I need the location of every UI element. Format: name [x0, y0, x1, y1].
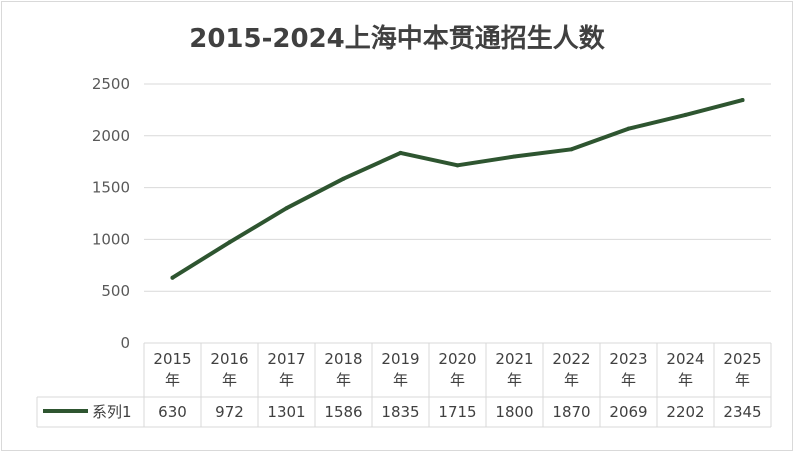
x-tick-label: 2025 [723, 350, 761, 368]
data-point [740, 98, 745, 103]
data-point [170, 275, 175, 280]
y-tick-label: 2500 [92, 75, 130, 93]
data-point [398, 150, 403, 155]
data-point [227, 240, 232, 245]
x-tick-label: 年 [450, 371, 465, 389]
table-value: 1870 [552, 403, 590, 421]
table-value: 2202 [666, 403, 704, 421]
data-point [284, 206, 289, 211]
data-point [341, 176, 346, 181]
x-tick-label: 2023 [609, 350, 647, 368]
x-tick-label: 2015 [153, 350, 191, 368]
table-value: 1301 [267, 403, 305, 421]
data-point [626, 126, 631, 131]
data-table: 2015 年 2016 年 2017 年 2018 年 2019 年 2020 年 2021 年 2022 年… [36, 343, 772, 428]
series-line [170, 98, 745, 280]
x-tick-label: 年 [564, 371, 579, 389]
x-tick-label: 年 [279, 371, 294, 389]
table-value: 1800 [495, 403, 533, 421]
table-value: 2069 [609, 403, 647, 421]
x-tick-label: 年 [678, 371, 693, 389]
legend-label: 系列1 [92, 403, 132, 421]
x-tick-label: 2020 [438, 350, 476, 368]
table-value: 972 [215, 403, 244, 421]
table-value: 1586 [324, 403, 362, 421]
data-point [455, 163, 460, 168]
x-tick-label: 2016 [210, 350, 248, 368]
x-tick-label: 2024 [666, 350, 704, 368]
gridlines [144, 83, 771, 344]
y-tick-label: 2000 [92, 127, 130, 145]
x-tick-label: 年 [621, 371, 636, 389]
x-tick-label: 年 [507, 371, 522, 389]
x-tick-label: 年 [336, 371, 351, 389]
x-tick-label: 年 [165, 371, 180, 389]
table-value: 2345 [723, 403, 761, 421]
chart-title: 2015-2024上海中本贯通招生人数 [189, 24, 605, 54]
y-tick-label: 500 [101, 282, 130, 300]
x-tick-label: 2017 [267, 350, 305, 368]
y-tick-label: 1500 [92, 179, 130, 197]
table-value: 1715 [438, 403, 476, 421]
x-tick-label: 年 [222, 371, 237, 389]
x-tick-label: 2021 [495, 350, 533, 368]
x-tick-label: 2022 [552, 350, 590, 368]
x-tick-label: 年 [393, 371, 408, 389]
y-axis: 0 500 1000 1500 2000 2500 [92, 75, 130, 352]
x-tick-label: 2018 [324, 350, 362, 368]
data-point [569, 147, 574, 152]
series-layer [170, 98, 745, 280]
data-point [683, 112, 688, 117]
table-value: 1835 [381, 403, 419, 421]
x-tick-label: 2019 [381, 350, 419, 368]
y-tick-label: 0 [120, 334, 130, 352]
y-tick-label: 1000 [92, 230, 130, 248]
x-tick-label: 年 [735, 371, 750, 389]
table-value: 630 [158, 403, 187, 421]
data-point [512, 154, 517, 159]
